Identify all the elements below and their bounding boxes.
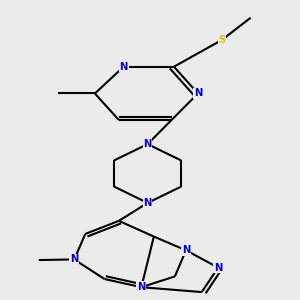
Text: N: N [214, 262, 222, 273]
Text: N: N [70, 254, 78, 264]
Text: N: N [194, 88, 202, 98]
Text: N: N [119, 62, 128, 72]
Text: N: N [143, 198, 152, 208]
Text: N: N [182, 245, 190, 255]
Text: S: S [218, 35, 226, 45]
Text: N: N [143, 139, 152, 149]
Text: N: N [137, 282, 146, 292]
